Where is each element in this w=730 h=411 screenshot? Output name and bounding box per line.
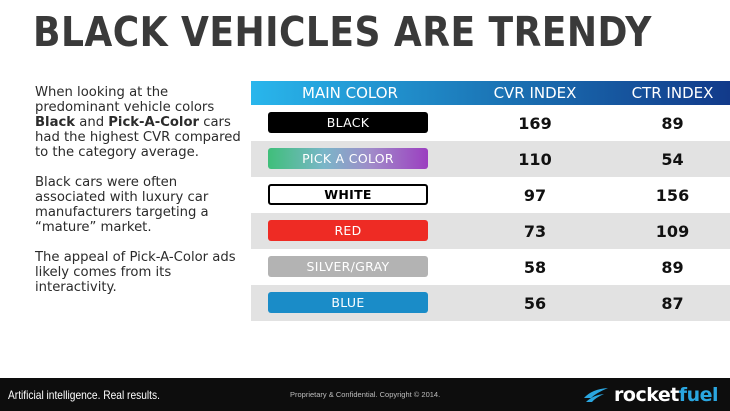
cvr-value: 58 (523, 257, 547, 277)
color-swatch-blue: BLUE (268, 292, 428, 313)
body-text: When looking at the predominant vehicle … (35, 85, 250, 310)
ctr-value: 54 (661, 149, 684, 169)
table-row: BLUE 56 87 (251, 285, 730, 321)
paragraph-2: Black cars were often associated with lu… (35, 175, 209, 235)
color-swatch-black: BLACK (268, 112, 428, 133)
header-ctr-index: CTR INDEX (631, 84, 714, 102)
cvr-value: 110 (518, 149, 552, 169)
cvr-value: 56 (523, 293, 547, 313)
table-row: PICK A COLOR 110 54 (251, 141, 730, 177)
color-swatch-white: WHITE (268, 184, 428, 205)
ctr-value: 89 (661, 257, 684, 277)
para1-mid: and (75, 115, 109, 130)
header-main-color: MAIN COLOR (302, 84, 398, 102)
para1-lead: When looking at the predominant vehicle … (35, 85, 215, 115)
paragraph-3: The appeal of Pick-A-Color ads likely co… (35, 250, 236, 295)
footer-copyright: Proprietary & Confidential. Copyright © … (290, 390, 441, 399)
ctr-value: 109 (655, 221, 690, 241)
cvr-value: 73 (523, 221, 547, 241)
para1-tail: cars had the highest CVR compared to the… (35, 115, 241, 160)
header-cvr-index: CVR INDEX (493, 84, 577, 102)
para1-bold-black: Black (35, 115, 76, 130)
table-row: SILVER/GRAY 58 89 (251, 249, 730, 285)
logo-text-rocket: rocket (614, 384, 679, 406)
cvr-value: 97 (523, 185, 547, 205)
ctr-value: 89 (661, 113, 684, 133)
footer-tagline: Artificial intelligence. Real results. (8, 388, 160, 402)
color-swatch-pick-a-color: PICK A COLOR (268, 148, 428, 169)
color-index-table: MAIN COLOR CVR INDEX CTR INDEX BLACK 169… (251, 81, 730, 321)
color-swatch-red: RED (268, 220, 428, 241)
paragraph-1: When looking at the predominant vehicle … (35, 85, 250, 160)
table-row: RED 73 109 (251, 213, 730, 249)
table-row: WHITE 97 156 (251, 177, 730, 213)
table-row: BLACK 169 89 (251, 105, 730, 141)
logo-text-fuel: fuel (678, 384, 719, 406)
cvr-value: 169 (518, 113, 552, 133)
footer-bar: Artificial intelligence. Real results. P… (0, 378, 730, 411)
rocketfuel-logo-icon (584, 388, 609, 402)
slide-title: BLACK VEHICLES ARE TRENDY (33, 8, 652, 56)
ctr-value: 87 (661, 293, 684, 313)
rocketfuel-logo: rocketfuel (582, 383, 719, 407)
table-header: MAIN COLOR CVR INDEX CTR INDEX (251, 81, 730, 105)
color-swatch-silver-gray: SILVER/GRAY (268, 256, 428, 277)
para1-bold-pick-a-color: Pick-A-Color (108, 115, 200, 130)
ctr-value: 156 (655, 185, 690, 205)
